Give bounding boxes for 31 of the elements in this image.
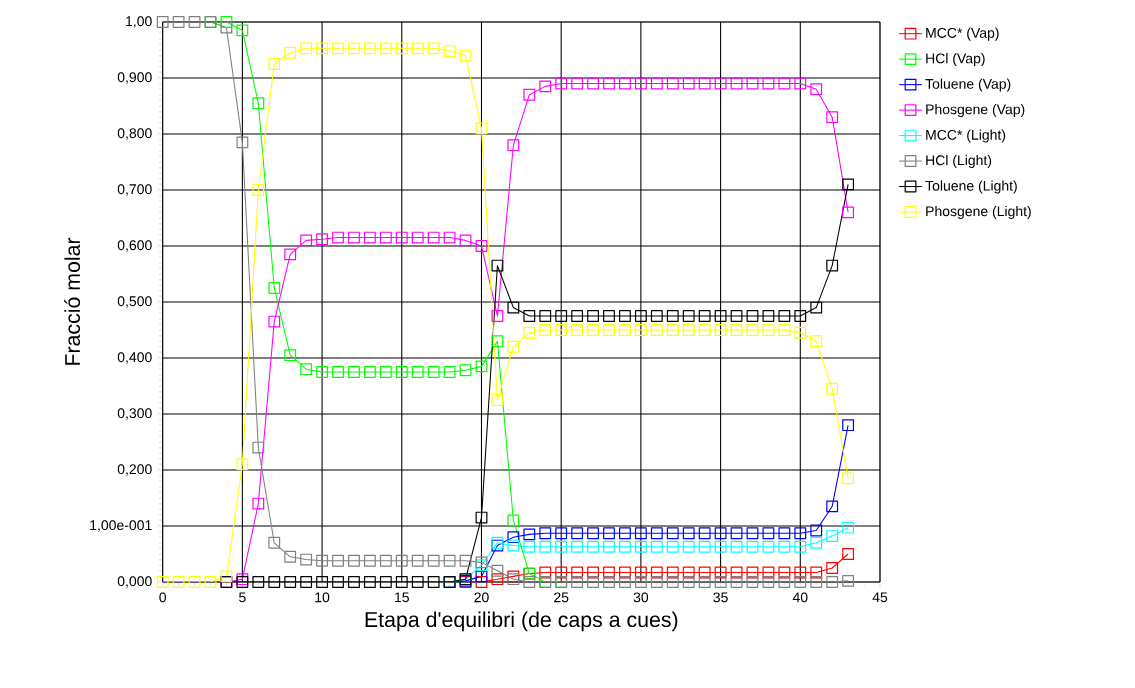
x-tick-label: 20 (474, 592, 489, 603)
x-tick-label: 35 (713, 592, 728, 603)
legend-label: MCC* (Light) (926, 129, 1006, 143)
y-tick-label: 0,600 (117, 240, 152, 252)
legend-label: Toluene (Light) (925, 180, 1017, 194)
x-tick-label: 10 (315, 592, 330, 603)
y-tick-label: 0,400 (117, 352, 152, 364)
y-tick-label: 0,800 (117, 128, 152, 140)
y-tick-label: 1,00 (126, 16, 152, 28)
x-tick-label: 0 (159, 592, 167, 603)
x-tick-label: 45 (872, 592, 888, 603)
legend-label: HCl (Light) (926, 154, 992, 169)
legend-label: Toluene (Vap) (925, 78, 1011, 92)
legend-label: MCC* (Vap) (926, 27, 999, 41)
y-tick-label: 0,200 (117, 464, 152, 476)
y-axis-title: Fracció molar (64, 237, 81, 365)
legend-label: HCl (Vap) (926, 53, 985, 67)
legend-label: Phosgene (Vap) (926, 104, 1025, 118)
x-tick-label: 30 (633, 592, 649, 603)
y-tick-label: 0,000 (117, 576, 152, 588)
x-tick-label: 5 (239, 592, 246, 603)
x-tick-label: 25 (554, 592, 569, 603)
y-tick-label: 0,500 (117, 296, 152, 308)
x-axis-title: Etapa d'equilibri (de caps a cues) (365, 611, 678, 632)
y-tick-label: 0,300 (117, 408, 152, 420)
x-tick-label: 40 (792, 592, 808, 603)
y-tick-label: 0,700 (117, 184, 152, 196)
x-tick-label: 15 (395, 592, 409, 603)
y-tick-label: 1,00e-001 (90, 520, 152, 532)
legend-label: Phosgene (Light) (926, 205, 1031, 219)
y-tick-label: 0,900 (117, 72, 152, 84)
